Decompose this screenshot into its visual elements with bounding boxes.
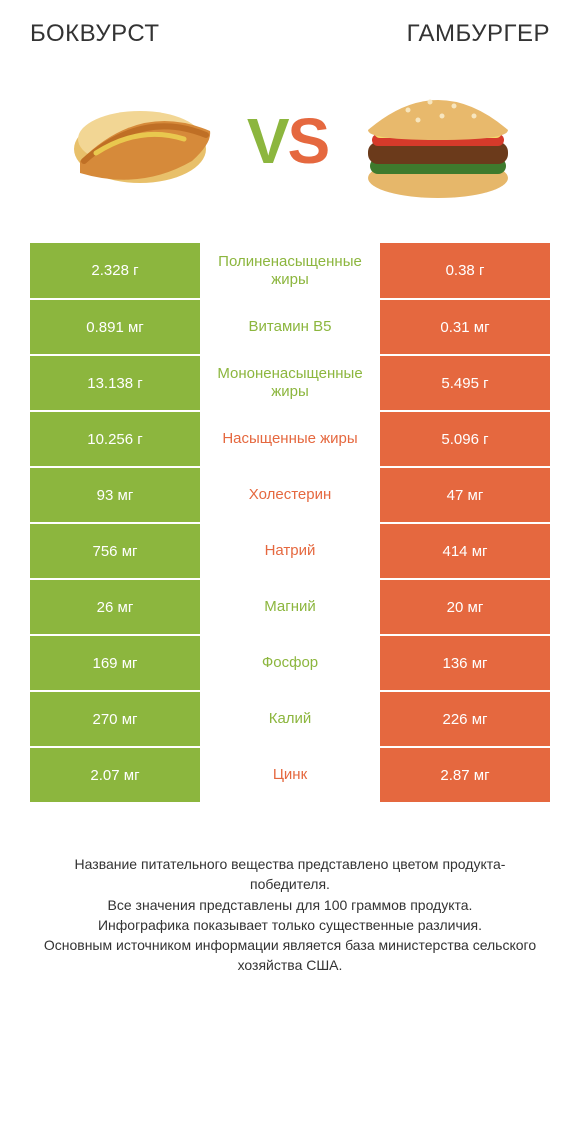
nutrient-label: Насыщенные жиры bbox=[200, 411, 380, 467]
footer-line: Все значения представлены для 100 граммо… bbox=[38, 895, 542, 915]
nutrient-label: Цинк bbox=[200, 747, 380, 803]
footer-line: Название питательного вещества представл… bbox=[38, 854, 542, 895]
nutrient-label: Фосфор bbox=[200, 635, 380, 691]
value-left: 2.07 мг bbox=[30, 747, 200, 803]
table-row: 26 мгМагний20 мг bbox=[30, 579, 550, 635]
table-row: 756 мгНатрий414 мг bbox=[30, 523, 550, 579]
footer-notes: Название питательного вещества представл… bbox=[30, 854, 550, 976]
nutrient-label: Холестерин bbox=[200, 467, 380, 523]
table-row: 10.256 гНасыщенные жиры5.096 г bbox=[30, 411, 550, 467]
footer-line: Основным источником информации является … bbox=[38, 935, 542, 976]
bockwurst-icon bbox=[62, 83, 217, 198]
value-left: 13.138 г bbox=[30, 355, 200, 411]
vs-s: S bbox=[288, 105, 329, 177]
value-right: 2.87 мг bbox=[380, 747, 550, 803]
table-row: 0.891 мгВитамин B50.31 мг bbox=[30, 299, 550, 355]
value-left: 169 мг bbox=[30, 635, 200, 691]
value-left: 270 мг bbox=[30, 691, 200, 747]
nutrient-label: Калий bbox=[200, 691, 380, 747]
value-right: 5.495 г bbox=[380, 355, 550, 411]
vs-v: V bbox=[247, 105, 288, 177]
table-row: 13.138 гМононенасыщенные жиры5.495 г bbox=[30, 355, 550, 411]
footer-line: Инфографика показывает только существенн… bbox=[38, 915, 542, 935]
value-left: 0.891 мг bbox=[30, 299, 200, 355]
title-right: ГАМБУРГЕР bbox=[407, 20, 550, 48]
nutrient-label: Витамин B5 bbox=[200, 299, 380, 355]
vs-row: VS bbox=[30, 68, 550, 213]
table-row: 2.07 мгЦинк2.87 мг bbox=[30, 747, 550, 803]
value-left: 2.328 г bbox=[30, 243, 200, 299]
value-right: 414 мг bbox=[380, 523, 550, 579]
value-left: 10.256 г bbox=[30, 411, 200, 467]
value-right: 226 мг bbox=[380, 691, 550, 747]
value-left: 26 мг bbox=[30, 579, 200, 635]
value-right: 5.096 г bbox=[380, 411, 550, 467]
nutrient-label: Полиненасыщенные жиры bbox=[200, 243, 380, 299]
nutrient-label: Магний bbox=[200, 579, 380, 635]
comparison-table: 2.328 гПолиненасыщенные жиры0.38 г0.891 … bbox=[30, 243, 550, 804]
nutrient-label: Натрий bbox=[200, 523, 380, 579]
value-left: 756 мг bbox=[30, 523, 200, 579]
nutrient-label: Мононенасыщенные жиры bbox=[200, 355, 380, 411]
hamburger-icon bbox=[358, 76, 518, 206]
vs-label: VS bbox=[247, 104, 328, 178]
value-right: 47 мг bbox=[380, 467, 550, 523]
value-right: 0.31 мг bbox=[380, 299, 550, 355]
table-row: 270 мгКалий226 мг bbox=[30, 691, 550, 747]
value-left: 93 мг bbox=[30, 467, 200, 523]
table-row: 2.328 гПолиненасыщенные жиры0.38 г bbox=[30, 243, 550, 299]
table-row: 169 мгФосфор136 мг bbox=[30, 635, 550, 691]
value-right: 136 мг bbox=[380, 635, 550, 691]
title-left: БОКВУРСТ bbox=[30, 20, 160, 48]
value-right: 20 мг bbox=[380, 579, 550, 635]
value-right: 0.38 г bbox=[380, 243, 550, 299]
table-row: 93 мгХолестерин47 мг bbox=[30, 467, 550, 523]
header: БОКВУРСТ ГАМБУРГЕР bbox=[30, 20, 550, 48]
